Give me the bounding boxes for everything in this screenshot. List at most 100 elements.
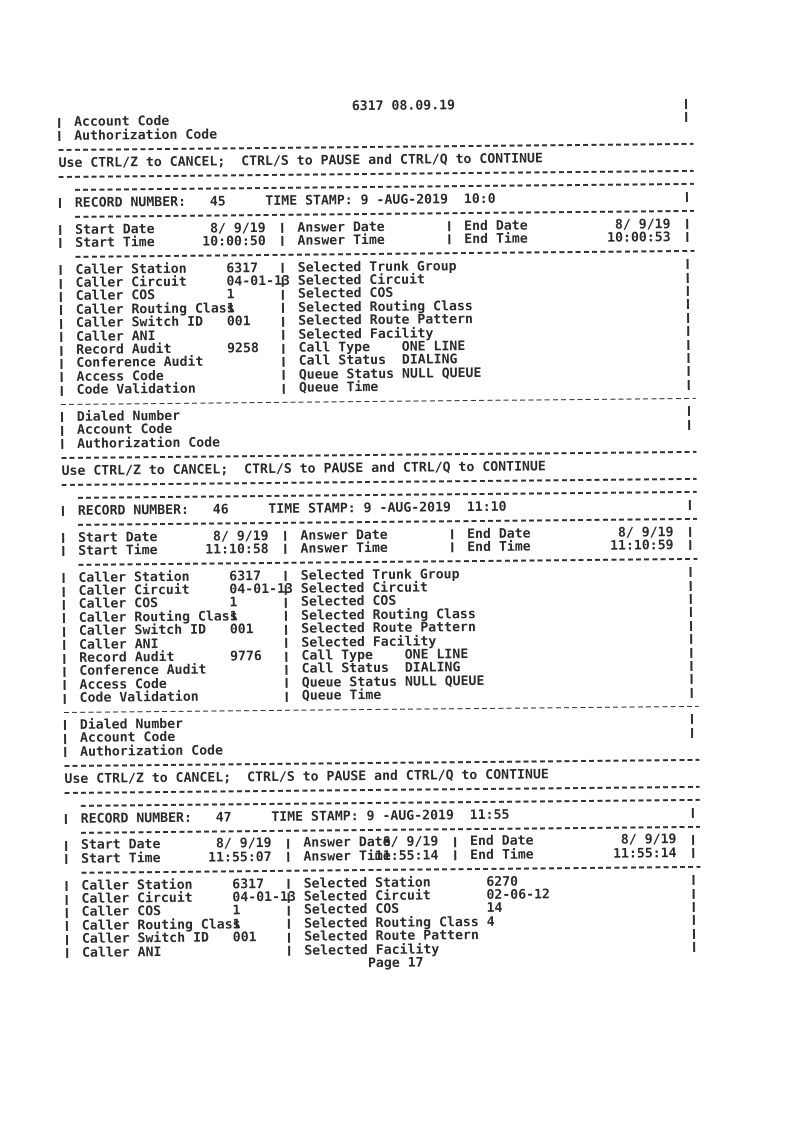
v-divider <box>687 352 690 363</box>
v-divider <box>65 934 68 945</box>
record-number-value: 45 <box>209 194 226 210</box>
v-divider <box>63 626 65 637</box>
v-divider <box>690 607 692 618</box>
field-value: NULL QUEUE <box>401 365 482 382</box>
v-divider <box>284 571 287 582</box>
field-value: 11:55:14 <box>612 845 677 862</box>
h-rule <box>64 759 700 768</box>
field-label: Start Time <box>81 850 161 867</box>
v-divider <box>687 366 690 377</box>
v-divider <box>687 339 690 350</box>
v-divider <box>285 637 288 648</box>
record-block: RECORD NUMBER: 47 TIME STAMP: 9 -AUG-201… <box>64 793 747 961</box>
v-divider <box>62 586 65 597</box>
v-divider <box>448 221 450 232</box>
h-rule <box>64 785 700 794</box>
h-rule <box>75 250 695 259</box>
timestamp-label: TIME STAMP: <box>271 808 359 825</box>
record-number-label: RECORD NUMBER: <box>74 194 187 211</box>
v-divider <box>62 599 65 610</box>
v-divider <box>285 651 288 662</box>
v-divider <box>687 285 689 296</box>
timestamp-value: 9 -AUG-2019 11:10 <box>363 499 507 516</box>
field-label: Start Time <box>78 542 158 559</box>
v-divider <box>451 529 453 540</box>
v-divider <box>63 693 66 704</box>
v-divider <box>689 593 692 604</box>
field-value: 001 <box>229 622 254 638</box>
v-divider <box>687 379 690 390</box>
field-value: 10:00:53 <box>607 230 671 246</box>
v-divider <box>62 546 65 557</box>
v-divider <box>690 647 693 658</box>
v-divider <box>60 372 63 383</box>
timestamp-value: 9 -AUG-2019 11:55 <box>366 807 510 824</box>
v-divider <box>687 312 690 323</box>
record-number-label: RECORD NUMBER: <box>77 502 190 519</box>
field-label: Authorization Code <box>80 743 224 760</box>
v-divider <box>64 814 67 825</box>
v-divider <box>686 272 689 283</box>
field-value: 11:10:58 <box>205 541 269 558</box>
v-divider <box>61 439 64 450</box>
v-divider <box>58 117 60 128</box>
v-divider <box>284 544 287 555</box>
v-divider <box>60 318 62 329</box>
v-divider <box>62 573 65 584</box>
v-divider <box>65 881 68 892</box>
field-value: 04-01-13 <box>232 889 296 906</box>
v-divider <box>692 901 695 912</box>
field-label: Caller ANI <box>81 944 162 961</box>
v-divider <box>692 848 695 859</box>
v-divider <box>281 263 284 274</box>
v-divider <box>281 236 284 247</box>
field-value: 1 <box>232 903 241 919</box>
v-divider <box>690 674 693 685</box>
v-divider <box>685 98 687 109</box>
v-divider <box>689 580 692 591</box>
v-divider <box>281 222 284 233</box>
v-divider <box>63 720 66 731</box>
field-value: 1 <box>226 287 235 303</box>
field-label: Start Time <box>75 234 155 251</box>
h-rule <box>74 183 694 192</box>
v-divider <box>282 303 285 314</box>
v-divider <box>448 234 451 245</box>
v-divider <box>284 584 287 595</box>
v-divider <box>59 291 62 302</box>
v-divider <box>60 412 63 423</box>
h-rule <box>77 491 697 500</box>
timestamp-label: TIME STAMP: <box>265 192 353 209</box>
scanned-printout: 6317 08.09.19 Account Code Authorization… <box>58 96 746 973</box>
v-divider <box>689 540 692 551</box>
v-divider <box>60 385 63 396</box>
field-value: 11:10:59 <box>610 538 674 554</box>
v-divider <box>285 624 288 635</box>
v-divider <box>288 932 291 943</box>
v-divider <box>692 808 694 819</box>
record-number-label: RECORD NUMBER: <box>80 810 192 827</box>
v-divider <box>692 888 695 899</box>
v-divider <box>59 265 62 276</box>
v-divider <box>285 691 288 702</box>
page-title: 6317 08.09.19 <box>351 98 456 115</box>
h-rule <box>80 825 701 834</box>
field-value: 001 <box>226 314 251 330</box>
v-divider <box>685 111 688 122</box>
v-divider <box>283 383 285 394</box>
v-divider <box>692 834 695 845</box>
h-rule <box>63 705 699 714</box>
h-rule <box>81 866 701 874</box>
record-block: RECORD NUMBER: 45 TIME STAMP: 9 -AUG-201… <box>58 177 742 465</box>
v-divider <box>454 837 456 848</box>
v-divider <box>686 218 689 229</box>
field-value: 04-01-13 <box>226 273 291 290</box>
field-value: 1 <box>229 595 238 611</box>
v-divider <box>64 747 66 758</box>
v-divider <box>687 326 690 337</box>
v-divider <box>287 892 290 903</box>
field-value: 11:55:14 <box>374 848 439 864</box>
v-divider <box>62 613 65 624</box>
v-divider <box>686 259 689 270</box>
